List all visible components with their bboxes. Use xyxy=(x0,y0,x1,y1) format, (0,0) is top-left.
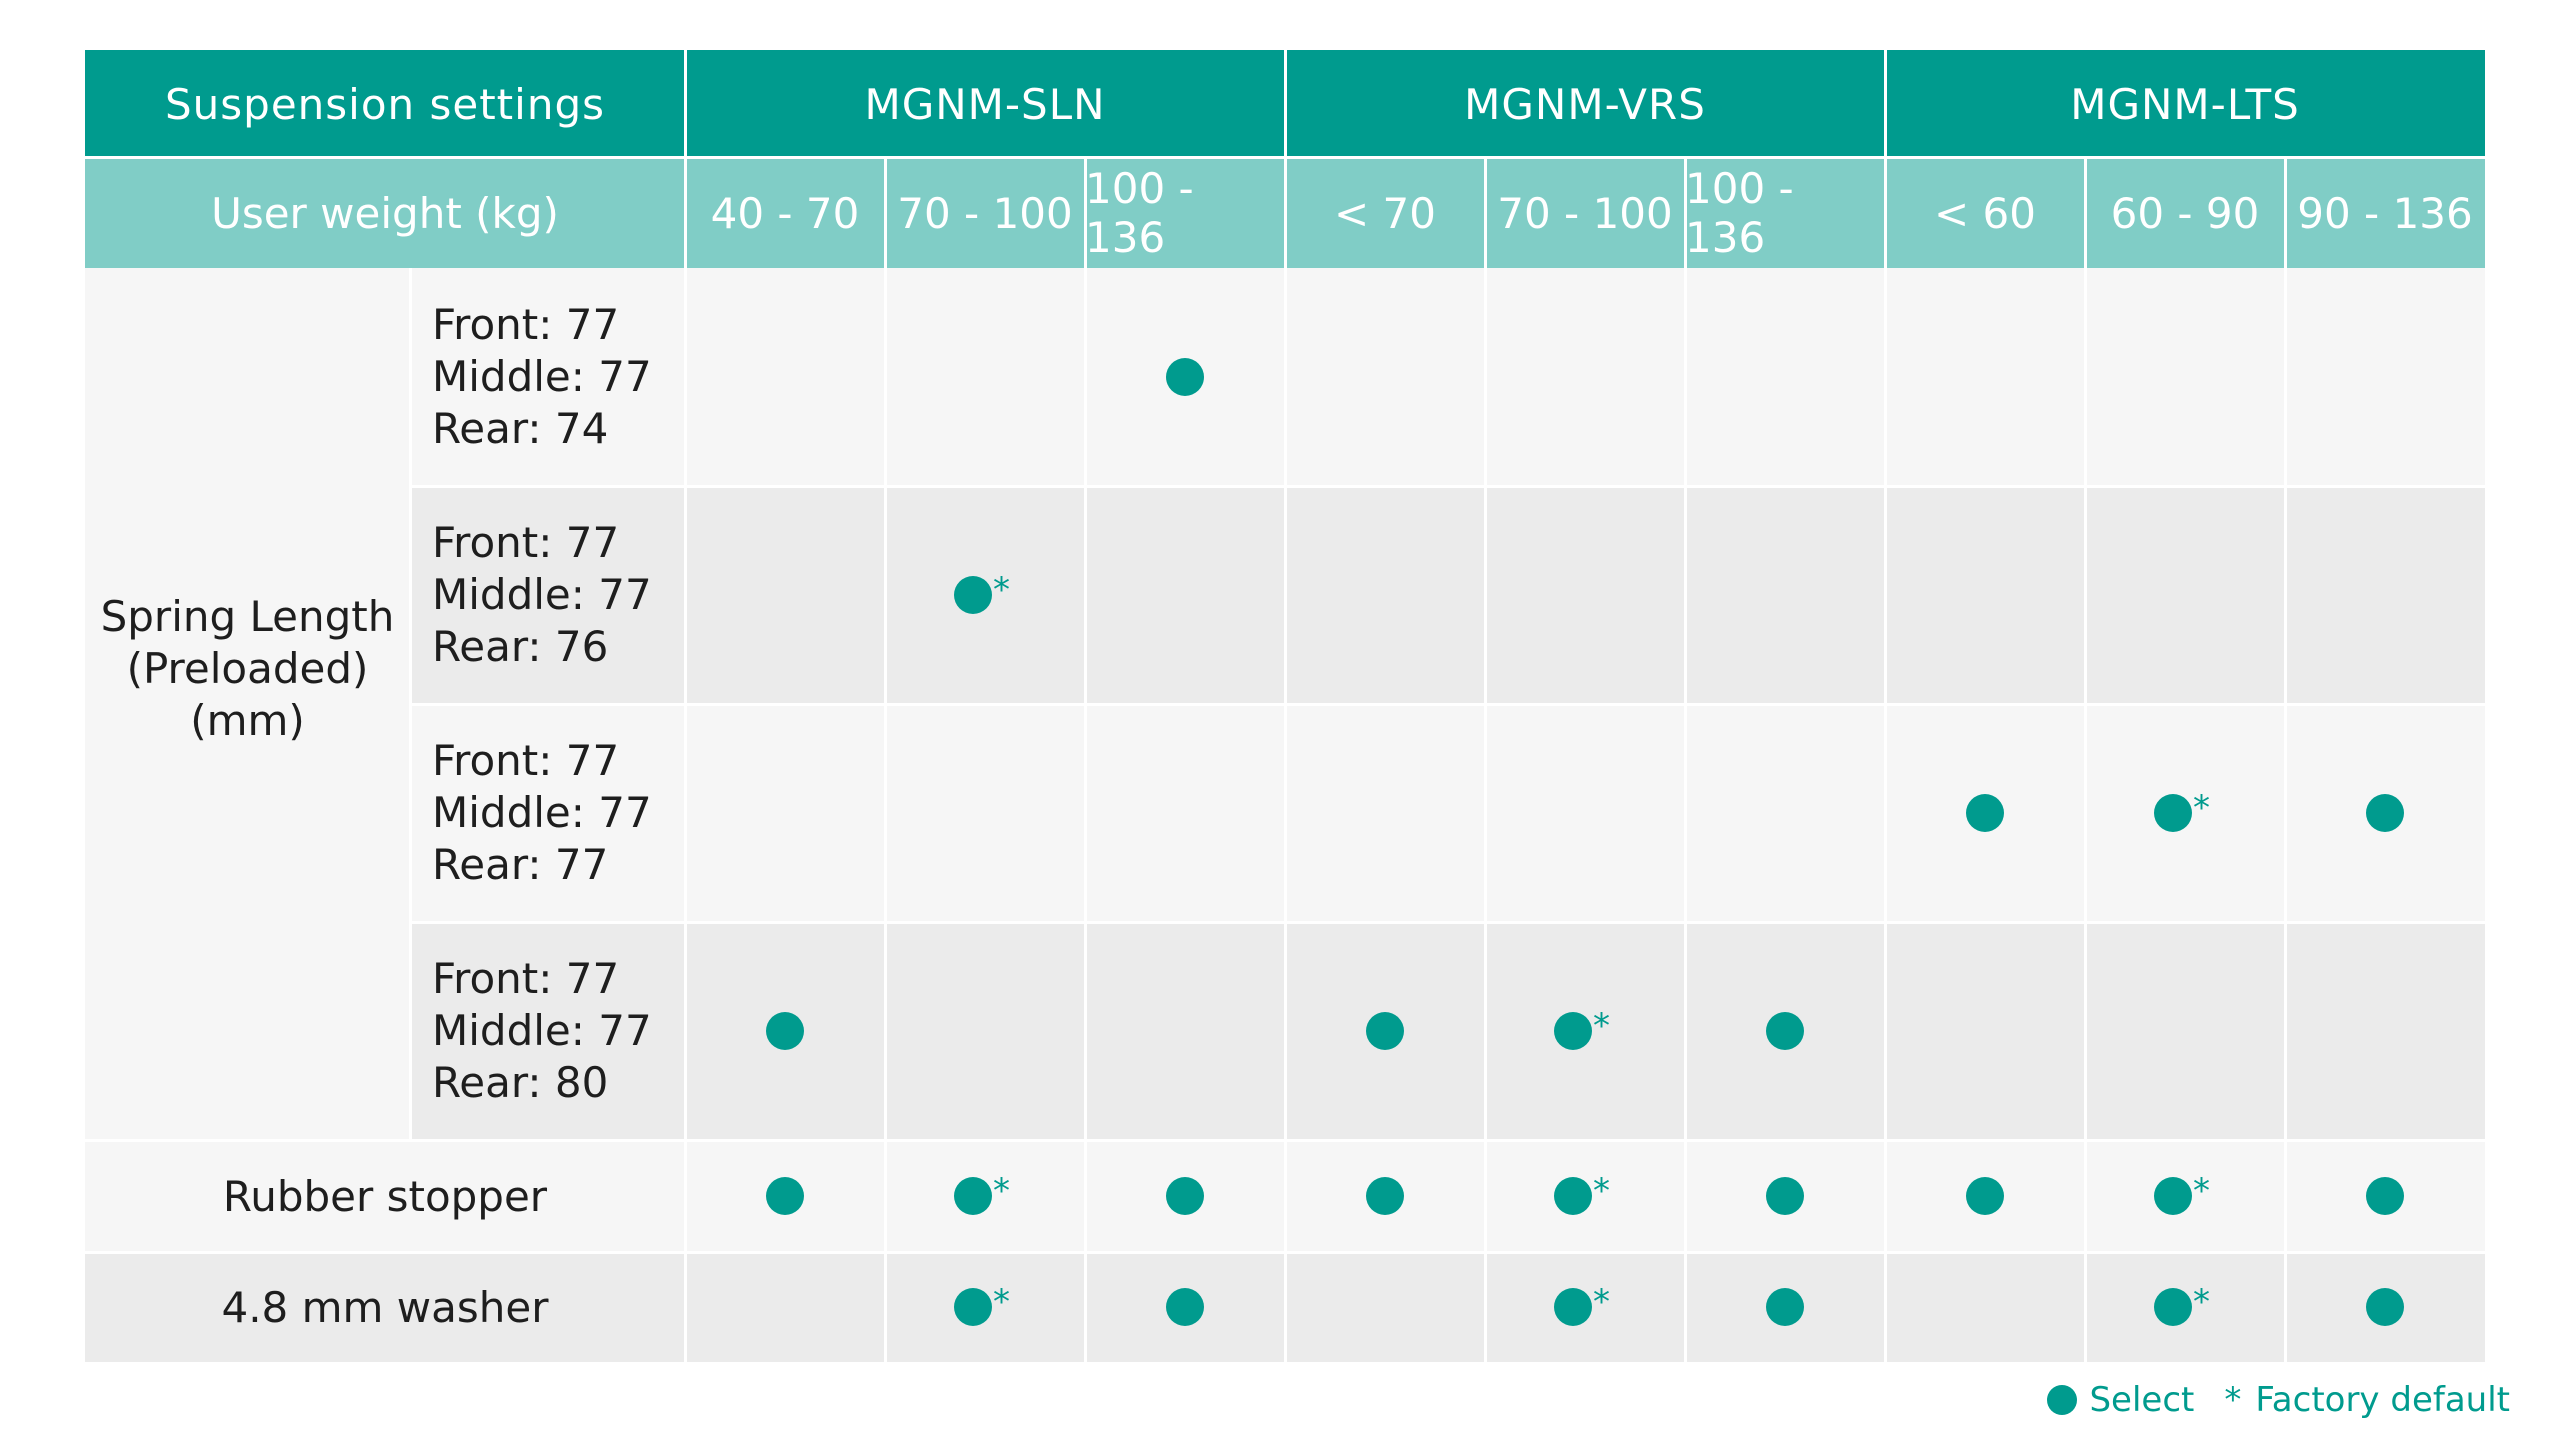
factory-default-asterisk-icon: * xyxy=(993,1171,1010,1211)
factory-default-asterisk-icon: * xyxy=(1593,1171,1610,1211)
spring-middle: Middle: 77 xyxy=(432,570,652,619)
weight-range: < 60 xyxy=(1885,158,2085,268)
model-header-vrs: MGNM-VRS xyxy=(1285,50,1885,158)
select-dot-icon xyxy=(1554,1288,1592,1326)
spring-front: Front: 77 xyxy=(432,954,620,1003)
factory-default-asterisk-icon: * xyxy=(2193,1171,2210,1211)
select-dot-icon xyxy=(954,1288,992,1326)
weight-range: < 70 xyxy=(1285,158,1485,268)
select-dot-icon xyxy=(1966,794,2004,832)
select-dot-icon xyxy=(1166,358,1204,396)
spring-length-group-label: Spring Length (Preloaded) (mm) xyxy=(85,268,410,1140)
spring-middle: Middle: 77 xyxy=(432,352,652,401)
column-divider xyxy=(1484,158,1487,1362)
column-divider xyxy=(1284,50,1287,1362)
select-dot-icon xyxy=(1366,1012,1404,1050)
spring-config-label: Front: 77 Middle: 77 Rear: 76 xyxy=(410,486,685,704)
column-divider xyxy=(1684,158,1687,1362)
select-dot-icon xyxy=(766,1177,804,1215)
select-dot-icon xyxy=(1766,1177,1804,1215)
weight-range: 40 - 70 xyxy=(685,158,885,268)
table-row xyxy=(410,922,2485,1140)
select-dot-icon xyxy=(1766,1012,1804,1050)
spring-front: Front: 77 xyxy=(432,300,620,349)
column-divider xyxy=(2284,158,2287,1362)
asterisk-icon: * xyxy=(2224,1380,2242,1420)
weight-range: 90 - 136 xyxy=(2285,158,2485,268)
spring-middle: Middle: 77 xyxy=(432,788,652,837)
spring-front: Front: 77 xyxy=(432,518,620,567)
factory-default-asterisk-icon: * xyxy=(2193,788,2210,828)
select-dot-icon xyxy=(2154,1177,2192,1215)
column-divider xyxy=(409,268,412,1140)
settings-header: Suspension settings xyxy=(85,50,685,158)
weight-range: 60 - 90 xyxy=(2085,158,2285,268)
legend: Select * Factory default xyxy=(2047,1380,2510,1420)
select-dot-icon xyxy=(1166,1177,1204,1215)
select-dot-icon xyxy=(2366,794,2404,832)
column-divider xyxy=(684,50,687,1362)
select-dot-icon xyxy=(954,576,992,614)
select-dot-icon xyxy=(2366,1288,2404,1326)
weight-range: 100 - 136 xyxy=(1085,158,1285,268)
spring-config-label: Front: 77 Middle: 77 Rear: 77 xyxy=(410,704,685,922)
spring-middle: Middle: 77 xyxy=(432,1006,652,1055)
weight-range: 70 - 100 xyxy=(885,158,1085,268)
factory-default-asterisk-icon: * xyxy=(2193,1282,2210,1322)
spring-rear: Rear: 77 xyxy=(432,840,609,889)
select-dot-icon xyxy=(2366,1177,2404,1215)
column-divider xyxy=(1084,158,1087,1362)
table-row xyxy=(410,486,2485,704)
spring-length-line: Spring Length xyxy=(100,592,395,641)
select-dot-icon xyxy=(2154,794,2192,832)
select-dot-icon xyxy=(1766,1288,1804,1326)
rubber-stopper-label: Rubber stopper xyxy=(222,1171,548,1221)
column-divider xyxy=(1884,50,1887,1362)
select-dot-icon xyxy=(1166,1288,1204,1326)
weight-header: User weight (kg) xyxy=(85,158,685,268)
factory-default-asterisk-icon: * xyxy=(993,1282,1010,1322)
row-divider xyxy=(410,703,2485,706)
spring-config-label: Front: 77 Middle: 77 Rear: 80 xyxy=(410,922,685,1140)
washer-label: 4.8 mm washer xyxy=(221,1282,549,1332)
spring-rear: Rear: 74 xyxy=(432,404,609,453)
legend-select-label: Select xyxy=(2089,1380,2195,1420)
factory-default-asterisk-icon: * xyxy=(993,570,1010,610)
column-divider xyxy=(884,158,887,1362)
spring-config-label: Front: 77 Middle: 77 Rear: 74 xyxy=(410,268,685,486)
factory-default-asterisk-icon: * xyxy=(1593,1006,1610,1046)
spring-length-line: (Preloaded) xyxy=(126,644,369,693)
row-divider xyxy=(410,485,2485,488)
select-dot-icon xyxy=(1966,1177,2004,1215)
select-dot-icon xyxy=(1366,1177,1404,1215)
model-header-lts: MGNM-LTS xyxy=(1885,50,2485,158)
column-divider xyxy=(2084,158,2087,1362)
select-dot-icon xyxy=(766,1012,804,1050)
spring-length-line: (mm) xyxy=(190,696,305,745)
factory-default-asterisk-icon: * xyxy=(1593,1282,1610,1322)
spring-rear: Rear: 76 xyxy=(432,622,609,671)
spring-rear: Rear: 80 xyxy=(432,1058,609,1107)
weight-range: 100 - 136 xyxy=(1685,158,1885,268)
select-dot-icon xyxy=(1554,1177,1592,1215)
select-dot-icon xyxy=(2154,1288,2192,1326)
select-dot-icon xyxy=(2047,1385,2078,1415)
spring-front: Front: 77 xyxy=(432,736,620,785)
weight-range: 70 - 100 xyxy=(1485,158,1685,268)
select-dot-icon xyxy=(1554,1012,1592,1050)
row-divider xyxy=(410,921,2485,924)
table-row xyxy=(410,704,2485,922)
model-header-sln: MGNM-SLN xyxy=(685,50,1285,158)
select-dot-icon xyxy=(954,1177,992,1215)
legend-default-label: Factory default xyxy=(2255,1380,2510,1420)
table-row xyxy=(410,268,2485,486)
